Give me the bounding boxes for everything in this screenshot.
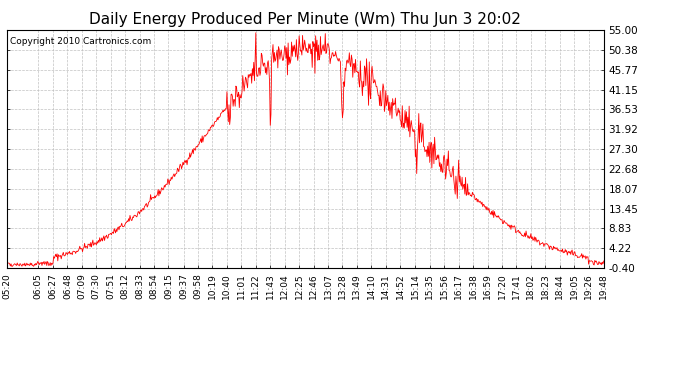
Title: Daily Energy Produced Per Minute (Wm) Thu Jun 3 20:02: Daily Energy Produced Per Minute (Wm) Th… — [90, 12, 521, 27]
Text: Copyright 2010 Cartronics.com: Copyright 2010 Cartronics.com — [10, 37, 151, 46]
